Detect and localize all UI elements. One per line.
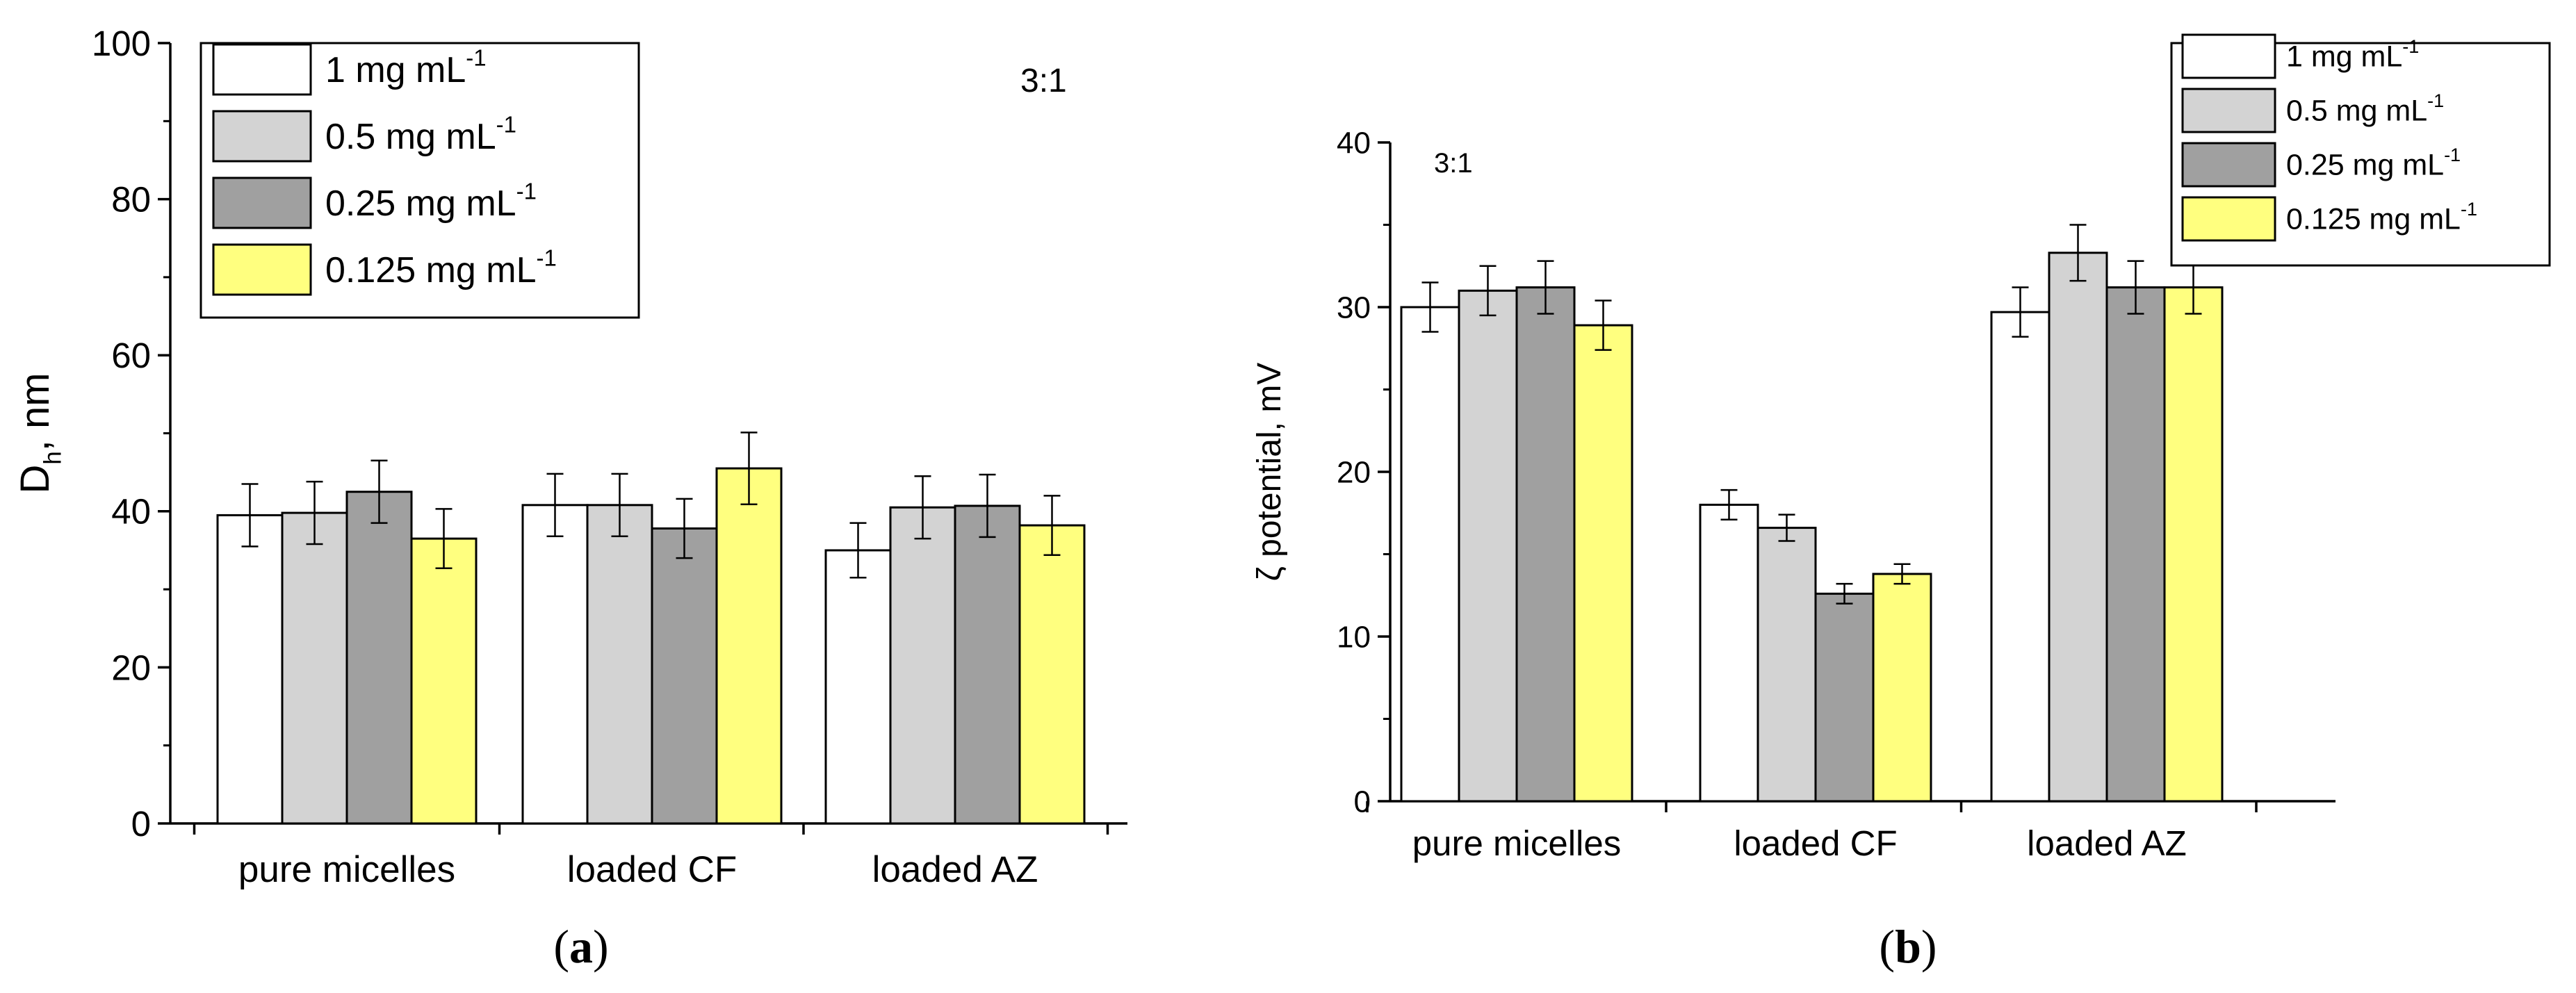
legend-swatch [212, 177, 312, 229]
y-tick-label: 60 [111, 336, 151, 375]
bar-1-mg-ml-1 [216, 514, 284, 825]
panel-label: (b) [1879, 920, 1937, 973]
legend-swatch [2181, 196, 2276, 242]
bar-1-mg-ml-2 [1699, 503, 1759, 803]
legend-entry: 0.5 mg mL-1 [325, 111, 516, 156]
chart-panel-a: 0 20 40 60 80 100 pure micelles loaded CF loaded… [13, 24, 1127, 973]
legend-entry: 1 mg mL-1 [2286, 36, 2419, 73]
bar-0-5-mg-ml-2 [1756, 527, 1817, 803]
x-category-label: loaded CF [1734, 823, 1897, 863]
ratio-annotation: 3:1 [1020, 63, 1067, 99]
bar-0-125-mg-ml-3 [2163, 286, 2224, 803]
x-category-label: pure micelles [238, 849, 455, 890]
y-tick-label: 40 [1337, 126, 1371, 160]
legend-swatch [2181, 142, 2276, 188]
bar-1-mg-ml-2 [521, 504, 589, 825]
bar-0-125-mg-ml-2 [1872, 573, 1932, 803]
bar-0-5-mg-ml-1 [281, 511, 348, 825]
y-tick-label: 0 [131, 804, 151, 844]
legend-swatch [212, 110, 312, 163]
bar-0-5-mg-ml-3 [889, 506, 956, 825]
bar-0-5-mg-ml-1 [1458, 289, 1518, 803]
bar-0-125-mg-ml-3 [1018, 524, 1086, 825]
bar-0-25-mg-ml-1 [345, 491, 413, 825]
legend-entry: 0.5 mg mL-1 [2286, 90, 2444, 127]
panel-label: (a) [553, 920, 608, 973]
y-axis-label: Dh, nm [13, 372, 66, 493]
y-tick-label: 20 [1337, 455, 1371, 489]
bar-0-25-mg-ml-3 [954, 504, 1021, 825]
y-tick-label: 80 [111, 179, 151, 219]
y-tick-label: 10 [1337, 620, 1371, 654]
bar-0-25-mg-ml-1 [1515, 286, 1576, 803]
bar-0-125-mg-ml-1 [410, 537, 478, 825]
legend-swatch [212, 243, 312, 296]
y-tick-label: 30 [1337, 290, 1371, 325]
legend-entry: 0.25 mg mL-1 [325, 178, 537, 223]
y-tick-label: 100 [92, 24, 151, 63]
legend: 1 mg mL-1 0.5 mg mL-1 0.25 mg mL-1 0.125 mg… [2170, 33, 2551, 267]
x-category-label: pure micelles [1412, 823, 1621, 863]
x-category-label: loaded CF [567, 849, 737, 890]
bar-1-mg-ml-1 [1400, 306, 1460, 803]
y-axis-label: ζ potential, mV [1251, 363, 1288, 582]
y-tick-label: 40 [111, 492, 151, 532]
legend: 1 mg mL-1 0.5 mg mL-1 0.25 mg mL-1 0.125 mg… [199, 42, 640, 319]
y-tick-label: 20 [111, 648, 151, 687]
legend-entry: 0.125 mg mL-1 [2286, 199, 2477, 236]
bar-0-125-mg-ml-2 [715, 467, 783, 825]
x-category-label: loaded AZ [872, 849, 1038, 890]
bar-1-mg-ml-3 [1990, 311, 2051, 803]
x-category-label: loaded AZ [2027, 823, 2187, 863]
bar-0-25-mg-ml-3 [2105, 286, 2166, 803]
legend-entry: 1 mg mL-1 [325, 44, 487, 90]
legend-entry: 0.125 mg mL-1 [325, 245, 557, 290]
legend-entry: 0.25 mg mL-1 [2286, 145, 2461, 181]
legend-swatch [2181, 88, 2276, 133]
bar-0-5-mg-ml-3 [2048, 252, 2108, 803]
bar-0-125-mg-ml-1 [1573, 324, 1633, 803]
ratio-annotation: 3:1 [1434, 148, 1473, 179]
bar-1-mg-ml-3 [824, 549, 892, 825]
bar-0-25-mg-ml-2 [651, 527, 718, 825]
bar-0-25-mg-ml-2 [1814, 592, 1875, 803]
bar-0-5-mg-ml-2 [586, 504, 653, 825]
legend-swatch [212, 43, 312, 96]
legend-swatch [2181, 33, 2276, 79]
